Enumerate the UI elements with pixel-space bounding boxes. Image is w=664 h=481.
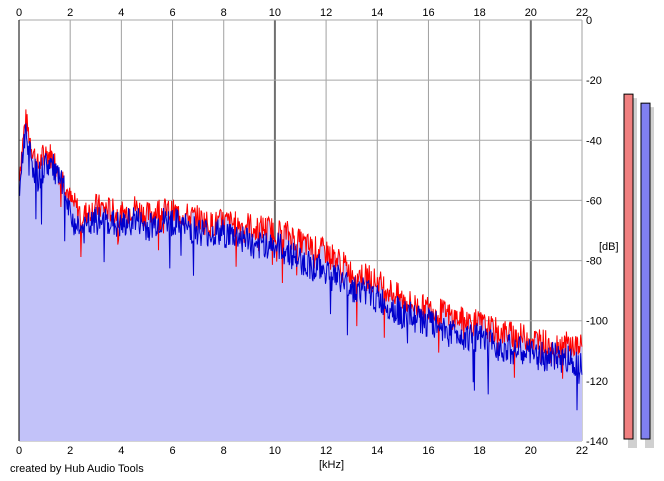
- x-tick-label: 22: [576, 7, 588, 19]
- x-tick-label: 2: [67, 7, 73, 19]
- x-tick-label: 12: [320, 7, 332, 19]
- x-tick-labels-top: 0 2 4 6 8 10 12 14 16 18 20 22: [16, 7, 588, 19]
- y-tick-label: -80: [586, 256, 602, 268]
- spectrum-lines: [18, 109, 583, 411]
- x-tick-label: 8: [221, 445, 227, 457]
- x-tick-label: 14: [371, 445, 383, 457]
- level-meter-bar: [623, 93, 634, 440]
- x-tick-label: 20: [525, 7, 537, 19]
- credit-text: created by Hub Audio Tools: [10, 463, 144, 475]
- x-tick-label: 22: [576, 445, 588, 457]
- y-unit-label: [dB]: [599, 241, 619, 253]
- x-tick-label: 14: [371, 7, 383, 19]
- y-tick-label: -120: [586, 376, 608, 388]
- y-tick-label: -20: [586, 75, 602, 87]
- x-tick-label: 6: [169, 445, 175, 457]
- x-tick-label: 4: [118, 7, 124, 19]
- x-unit-label: [kHz]: [319, 459, 344, 471]
- y-tick-label: -40: [586, 135, 602, 147]
- x-tick-label: 20: [525, 445, 537, 457]
- x-tick-label: 0: [16, 7, 22, 19]
- series-line: [18, 123, 583, 411]
- x-tick-label: 2: [67, 445, 73, 457]
- x-tick-labels-bottom: 0 2 4 6 8 10 12 14 16 18 20 22: [16, 445, 588, 457]
- y-tick-label: -140: [586, 436, 608, 448]
- x-tick-label: 16: [422, 7, 434, 19]
- y-tick-labels: 0 -20 -40 -60 -80 -100 -120 -140: [586, 15, 608, 448]
- x-tick-label: 16: [422, 445, 434, 457]
- x-tick-label: 12: [320, 445, 332, 457]
- x-tick-label: 18: [474, 7, 486, 19]
- y-tick-label: 0: [586, 15, 592, 27]
- x-tick-label: 4: [118, 445, 124, 457]
- level-meters: [623, 93, 654, 449]
- x-tick-label: 8: [221, 7, 227, 19]
- x-tick-label: 10: [269, 7, 281, 19]
- y-tick-label: -100: [586, 316, 608, 328]
- x-tick-label: 10: [269, 445, 281, 457]
- y-tick-label: -60: [586, 195, 602, 207]
- level-meter-bar: [640, 102, 651, 440]
- spectrum-fill-area: [19, 109, 582, 442]
- x-tick-label: 6: [169, 7, 175, 19]
- x-tick-label: 18: [474, 445, 486, 457]
- x-tick-label: 0: [16, 445, 22, 457]
